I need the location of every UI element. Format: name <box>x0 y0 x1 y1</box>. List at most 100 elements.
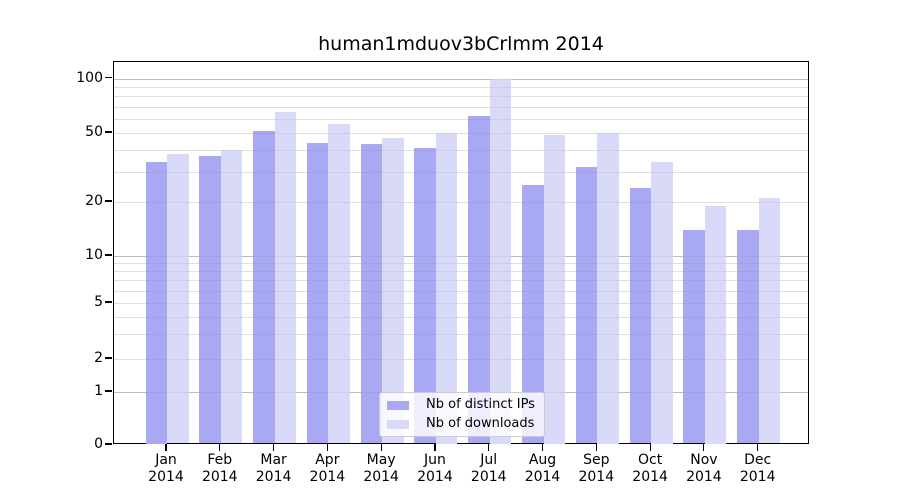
x-tick-year: 2014 <box>686 469 722 485</box>
y-tick-mark-5 <box>105 301 112 303</box>
x-tick-label-dec: Dec 2014 <box>726 452 790 486</box>
gridline-overlay-100 <box>114 78 808 80</box>
y-tick-label-50: 50 <box>85 124 103 140</box>
gridline-overlay-3 <box>114 334 808 336</box>
bar-nb-of-distinct-ips-nov <box>683 229 705 444</box>
x-tick-year: 2014 <box>363 469 399 485</box>
x-tick-mark-dec <box>757 444 759 451</box>
y-tick-label-1: 1 <box>94 383 103 399</box>
gridline-overlay-20 <box>114 202 808 203</box>
x-tick-month: May <box>366 452 396 468</box>
x-tick-mark-nov <box>703 444 705 451</box>
x-tick-mark-aug <box>541 444 544 451</box>
x-tick-label-may: May 2014 <box>349 452 413 486</box>
x-tick-mark-sep <box>595 444 597 451</box>
legend-item-distinct-ips: Nb of distinct IPs <box>387 397 536 413</box>
x-tick-label-feb: Feb 2014 <box>188 452 252 486</box>
y-tick-mark-20 <box>105 200 112 202</box>
y-tick-label-5: 5 <box>94 294 103 310</box>
x-tick-year: 2014 <box>148 469 184 485</box>
gridline-5 <box>114 303 808 304</box>
y-tick-label-2: 2 <box>94 350 103 366</box>
gridline-30 <box>114 171 808 173</box>
x-tick-month: Jul <box>480 452 498 468</box>
gridline-7 <box>114 280 808 282</box>
bar-nb-of-distinct-ips-jun <box>414 147 436 444</box>
gridline-90 <box>114 86 808 88</box>
gridline-overlay-6 <box>114 290 808 292</box>
x-tick-mark-jul <box>488 444 490 451</box>
gridline-50 <box>114 133 808 134</box>
gridline-overlay-10 <box>114 256 808 257</box>
x-tick-label-aug: Aug 2014 <box>511 452 575 486</box>
gridline-overlay-9 <box>114 263 808 265</box>
gridline-80 <box>114 96 808 97</box>
bar-nb-of-distinct-ips-may <box>360 144 383 444</box>
bar-nb-of-downloads-jan <box>167 153 189 444</box>
bar-nb-of-downloads-oct <box>651 162 673 444</box>
gridline-6 <box>114 290 808 292</box>
x-tick-mark-oct <box>649 444 651 451</box>
x-tick-label-jun: Jun 2014 <box>403 452 467 486</box>
gridline-overlay-7 <box>114 280 808 282</box>
bar-nb-of-distinct-ips-jan <box>145 162 167 444</box>
gridline-overlay-60 <box>114 118 808 120</box>
x-tick-mark-apr <box>326 444 328 451</box>
gridline-overlay-40 <box>114 149 808 151</box>
x-tick-label-jul: Jul 2014 <box>457 452 521 486</box>
bar-nb-of-downloads-aug <box>543 134 565 444</box>
x-tick-month: Sep <box>583 452 610 468</box>
x-tick-mark-may <box>380 444 382 451</box>
y-tick-label-100: 100 <box>76 69 103 86</box>
legend: Nb of distinct IPs Nb of downloads <box>379 392 545 437</box>
bar-nb-of-distinct-ips-apr <box>306 142 329 444</box>
x-tick-month: Oct <box>638 452 663 468</box>
gridline-10 <box>114 256 808 258</box>
x-tick-month: Apr <box>315 452 340 468</box>
gridline-overlay-30 <box>114 171 808 173</box>
bar-nb-of-downloads-sep <box>597 133 619 444</box>
plot-area <box>113 61 809 444</box>
x-tick-mark-mar <box>272 444 275 451</box>
x-tick-year: 2014 <box>739 469 776 485</box>
bar-nb-of-downloads-nov <box>704 206 727 444</box>
gridline-overlay-80 <box>114 96 808 97</box>
x-tick-month: Jun <box>424 452 446 468</box>
x-tick-mark-jan <box>165 444 167 451</box>
y-tick-label-20: 20 <box>85 193 103 209</box>
bars-layer <box>114 62 808 444</box>
gridline-overlay-8 <box>114 271 808 273</box>
x-tick-mark-feb <box>219 444 221 451</box>
gridline-overlay-90 <box>114 86 808 88</box>
bar-nb-of-downloads-feb <box>220 149 243 444</box>
gridline-4 <box>114 316 808 318</box>
gridline-8 <box>114 271 808 273</box>
y-tick-mark-2 <box>105 357 112 359</box>
x-tick-year: 2014 <box>524 469 561 485</box>
gridline-2 <box>114 359 808 360</box>
gridline-70 <box>114 106 808 108</box>
gridline-40 <box>114 149 808 151</box>
chart-title: human1mduov3bCrlmm 2014 <box>318 33 604 55</box>
y-tick-mark-0 <box>105 443 112 445</box>
x-tick-year: 2014 <box>632 469 668 485</box>
x-tick-month: Jan <box>155 452 177 468</box>
x-tick-mark-jun <box>434 444 436 451</box>
bar-nb-of-downloads-mar <box>274 112 297 444</box>
x-tick-label-oct: Oct 2014 <box>618 452 682 486</box>
x-tick-label-sep: Sep 2014 <box>564 452 628 486</box>
gridline-overlay-70 <box>114 106 808 108</box>
x-tick-month: Feb <box>207 452 233 468</box>
gridline-9 <box>114 263 808 265</box>
gridlines-overlay-layer <box>114 62 808 443</box>
y-tick-mark-100 <box>105 76 112 79</box>
x-tick-label-jan: Jan 2014 <box>134 452 198 486</box>
gridline-overlay-5 <box>114 303 808 304</box>
gridline-overlay-2 <box>114 359 808 360</box>
x-tick-year: 2014 <box>201 469 238 485</box>
gridline-3 <box>114 334 808 336</box>
x-tick-year: 2014 <box>417 469 453 485</box>
legend-item-downloads: Nb of downloads <box>387 416 536 432</box>
